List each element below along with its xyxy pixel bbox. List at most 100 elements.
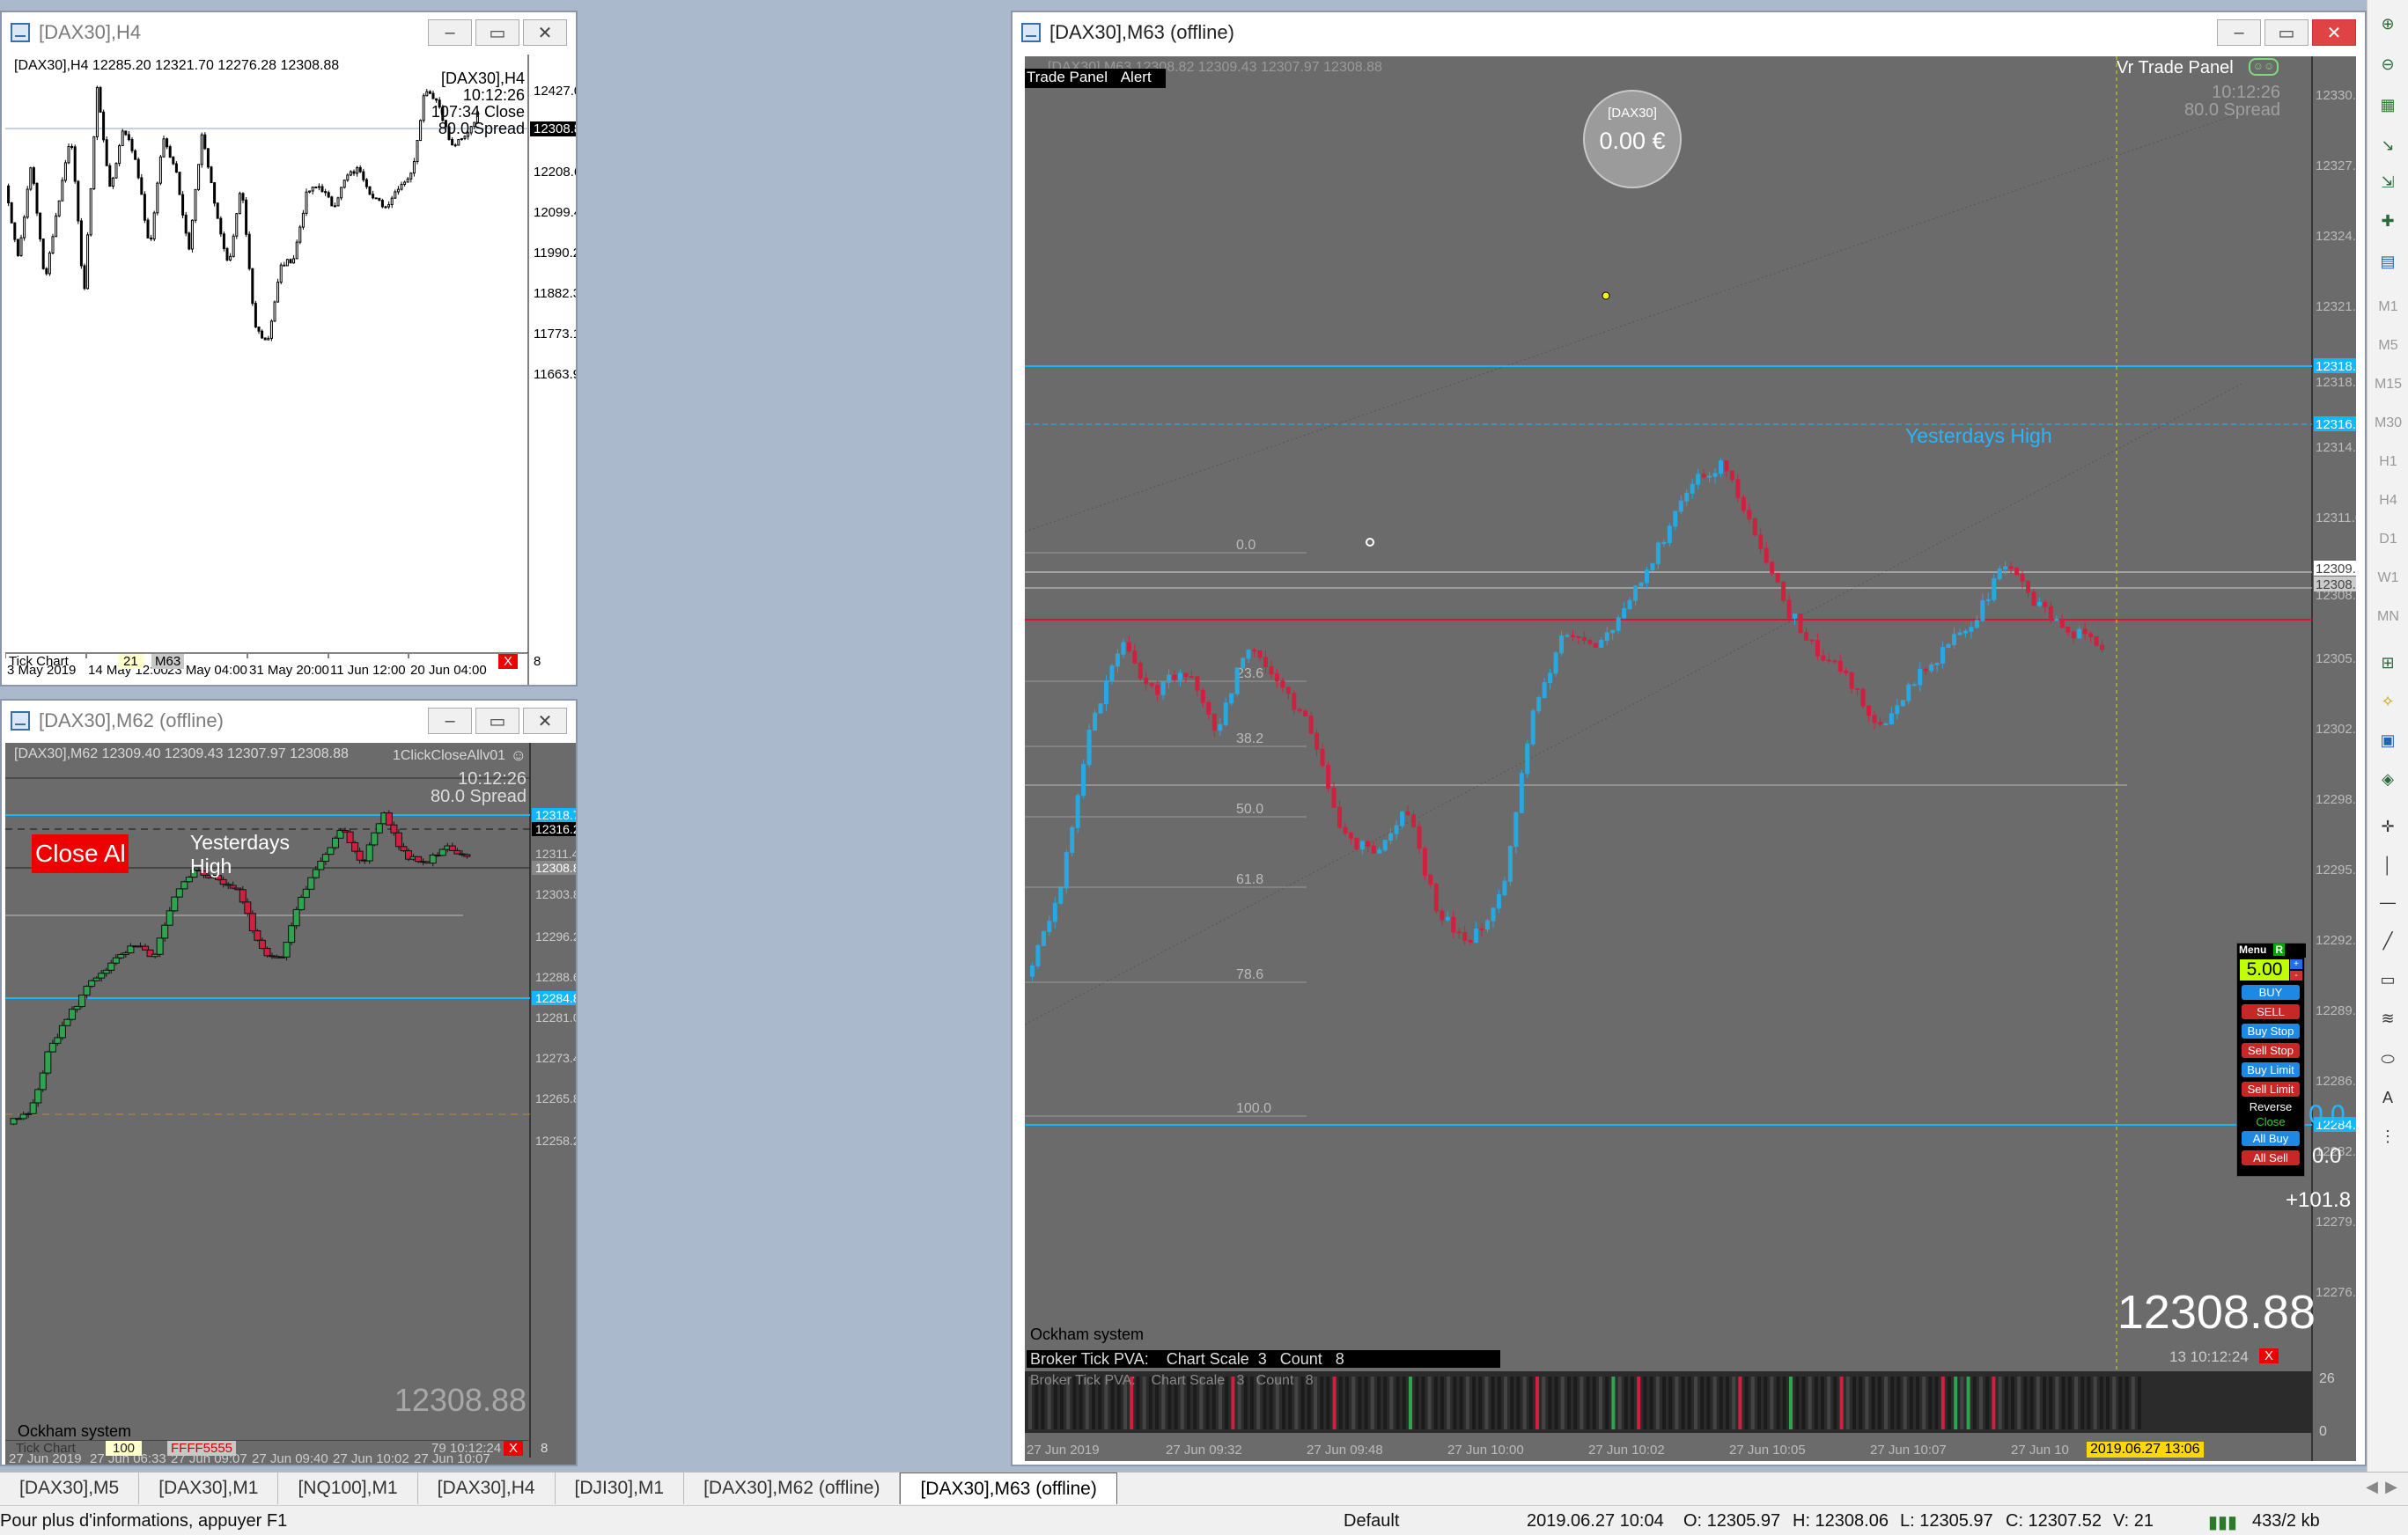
tf-m5[interactable]: M5 [2378, 338, 2398, 353]
tab-dax30-m63[interactable]: [DAX30],M63 (offline) [900, 1473, 1117, 1504]
minimize-button[interactable]: ‒ [2217, 19, 2261, 46]
all-buy-button[interactable]: All Buy [2242, 1131, 2300, 1146]
close-window-button[interactable]: ✕ [2312, 19, 2356, 46]
chart-window-dax-h4[interactable]: [DAX30],H4 ‒ ▭ ✕ 12427.00 12308.88 12208.6… [0, 11, 578, 687]
fibonacci-icon[interactable]: ≋ [2381, 1009, 2395, 1027]
trendline-icon[interactable]: ╱ [2382, 931, 2393, 950]
tick-value-box[interactable]: 21 [118, 654, 144, 669]
window-titlebar[interactable]: [DAX30],H4 ‒ ▭ ✕ [2, 12, 576, 53]
m62-candle-body [185, 877, 193, 883]
tab-dax30-h4[interactable]: [DAX30],H4 [418, 1473, 556, 1504]
all-sell-button[interactable]: All Sell [2242, 1150, 2300, 1165]
close-window-button[interactable]: ✕ [523, 708, 567, 734]
tab-dji30-m1[interactable]: [DJI30],M1 [556, 1473, 685, 1504]
buy-button[interactable]: BUY [2242, 985, 2300, 1000]
tf-mn[interactable]: MN [2377, 609, 2399, 624]
sell-stop-button[interactable]: Sell Stop [2242, 1043, 2300, 1058]
tf-w1[interactable]: W1 [2377, 570, 2399, 585]
buy-stop-button[interactable]: Buy Stop [2242, 1024, 2300, 1039]
add-indicator-icon[interactable]: ✚ [2381, 211, 2395, 230]
tf-m15[interactable]: M15 [2374, 377, 2403, 392]
minimize-button[interactable]: ‒ [428, 19, 472, 46]
zoom-out-icon[interactable]: ⊖ [2381, 55, 2395, 73]
market-watch-icon[interactable]: ◈ [2382, 769, 2394, 788]
pva-bar [1528, 1377, 1533, 1429]
h4-candle-body [245, 199, 248, 235]
tabs-scroll-left-icon[interactable]: ◀ [2366, 1478, 2378, 1495]
autoscroll-icon[interactable]: ⇲ [2381, 173, 2395, 191]
m62-chart-area[interactable]: 12318.7812316.2112311.4012308.8812303.80… [5, 743, 576, 1465]
navigator-icon[interactable]: ▣ [2380, 731, 2396, 749]
tick-close-button[interactable]: X [2259, 1348, 2279, 1363]
crosshair-icon[interactable]: ✛ [2381, 817, 2395, 835]
chart-window-dax-m63[interactable]: [DAX30],M63 (offline) ‒ ▭ ✕ 0.0 23.6 38.2 5… [1011, 11, 2367, 1466]
lot-plus-button[interactable]: + [2290, 959, 2302, 969]
m63-chart-area[interactable]: 0.0 23.6 38.2 50.0 61.8 78.6 100.0 12330.80 1232… [1025, 56, 2356, 1461]
close-button[interactable]: Close [2242, 1114, 2300, 1129]
lot-minus-button[interactable]: - [2290, 971, 2302, 980]
tick-close-button[interactable]: X [504, 1441, 524, 1456]
pva-bar [1219, 1377, 1222, 1429]
one-click-trade-menu[interactable]: Menu R 5.00 + - BUY SELL Buy Stop Sell St… [2236, 943, 2306, 1177]
templates-icon[interactable]: ▤ [2380, 252, 2396, 270]
buy-limit-button[interactable]: Buy Limit [2242, 1062, 2300, 1077]
maximize-button[interactable]: ▭ [475, 708, 519, 734]
settings-icon[interactable]: ☺☺ [2249, 58, 2279, 76]
vertical-line-icon[interactable]: │ [2382, 856, 2393, 874]
m63-candle-body [1793, 613, 1798, 619]
tab-nq100-m1[interactable]: [NQ100],M1 [278, 1473, 418, 1504]
m62-candle-body [78, 995, 86, 1008]
tick-tf-box[interactable]: FFFF5555 [167, 1441, 237, 1456]
chart-window-dax-m62[interactable]: [DAX30],M62 (offline) ‒ ▭ ✕ 12318.781231… [0, 699, 578, 1466]
expert-advisor-icon[interactable]: ✧ [2381, 692, 2395, 710]
sell-limit-button[interactable]: Sell Limit [2242, 1082, 2300, 1097]
tf-d1[interactable]: D1 [2379, 532, 2397, 547]
ellipse-icon[interactable]: ⬭ [2381, 1049, 2395, 1068]
more-tools-icon[interactable]: ⋮ [2380, 1127, 2396, 1145]
m63-candle-body [2003, 566, 2008, 570]
reverse-button[interactable]: Reverse [2242, 1099, 2300, 1114]
rectangle-icon[interactable]: ▭ [2380, 970, 2396, 988]
tick-tf-box[interactable]: M63 [151, 654, 185, 669]
vr-trade-panel-label[interactable]: Vr Trade Panel [2117, 58, 2234, 77]
m62-candle-body [215, 875, 223, 880]
tile-windows-icon[interactable]: ▦ [2380, 95, 2396, 114]
menu-label[interactable]: Menu [2239, 944, 2267, 956]
tabs-scroll-right-icon[interactable]: ▶ [2385, 1478, 2397, 1495]
tab-dax30-m5[interactable]: [DAX30],M5 [0, 1473, 140, 1504]
h4-candle-body [102, 111, 106, 141]
pva-bar [1358, 1377, 1362, 1429]
h4-chart-area[interactable]: 12427.00 12308.88 12208.60 12099.40 11990.20… [5, 55, 576, 685]
new-order-icon[interactable]: ⊞ [2381, 653, 2395, 672]
tick-value-box[interactable]: 100 [106, 1441, 143, 1456]
tab-dax30-m1[interactable]: [DAX30],M1 [139, 1473, 279, 1504]
tab-dax30-m62[interactable]: [DAX30],M62 (offline) [684, 1473, 901, 1504]
m62-candle-body [239, 889, 247, 903]
menu-r[interactable]: R [2273, 944, 2286, 956]
zoom-in-icon[interactable]: ⊕ [2381, 14, 2395, 33]
maximize-button[interactable]: ▭ [475, 19, 519, 46]
tf-m30[interactable]: M30 [2374, 415, 2403, 430]
pva-bar [2124, 1377, 2129, 1429]
h4-candle-body [324, 191, 328, 194]
tf-h4[interactable]: H4 [2379, 493, 2397, 508]
h4-candle-body [166, 138, 169, 148]
chart-shift-icon[interactable]: ↘ [2381, 136, 2395, 154]
lot-size-field[interactable]: 5.00 [2240, 959, 2289, 980]
minimize-button[interactable]: ‒ [428, 708, 472, 734]
tf-m1[interactable]: M1 [2378, 299, 2398, 314]
close-all-button[interactable]: Close Al [32, 834, 129, 873]
window-titlebar[interactable]: [DAX30],M63 (offline) ‒ ▭ ✕ [1013, 12, 2365, 53]
tf-h1[interactable]: H1 [2379, 454, 2397, 469]
tick-close-button[interactable]: X [498, 654, 519, 669]
maximize-button[interactable]: ▭ [2264, 19, 2309, 46]
m63-candle-body [1696, 474, 1701, 485]
window-titlebar[interactable]: [DAX30],M62 (offline) ‒ ▭ ✕ [2, 701, 576, 741]
m63-candle-body [1149, 683, 1154, 687]
sell-button[interactable]: SELL [2242, 1004, 2300, 1019]
text-tool-icon[interactable]: A [2382, 1088, 2393, 1106]
close-window-button[interactable]: ✕ [523, 19, 567, 46]
horizontal-line-icon[interactable]: — [2380, 892, 2396, 911]
m63-candle-body [1144, 677, 1149, 685]
trade-panel-tab[interactable]: Trade Panel Alert [1025, 69, 1166, 88]
